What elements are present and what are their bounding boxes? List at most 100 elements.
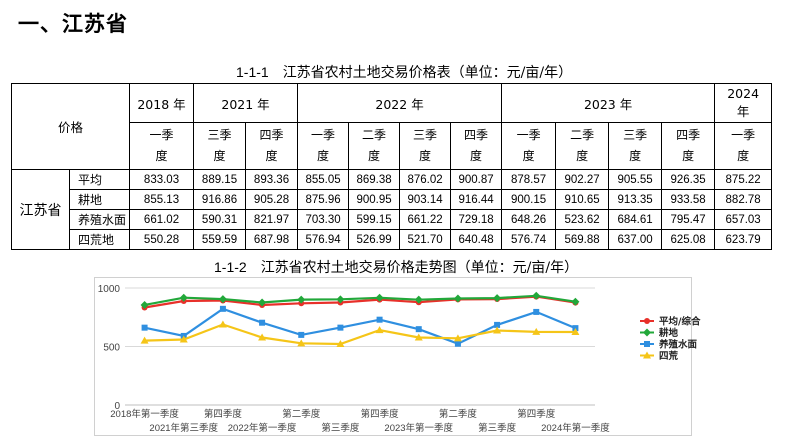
quarter-header: 四季度 bbox=[661, 122, 716, 170]
data-point bbox=[336, 339, 345, 347]
x-tick-label: 2018年第一季度 bbox=[110, 408, 179, 420]
data-point bbox=[453, 294, 462, 303]
series-line-1 bbox=[144, 294, 576, 306]
section-heading: 一、江苏省 bbox=[18, 12, 128, 36]
y-tick-label: 0 bbox=[114, 401, 120, 412]
legend-label: 平均/综合 bbox=[659, 316, 701, 328]
year-header-2018: 2018 年 bbox=[129, 83, 195, 123]
quarter-header: 二季度 bbox=[348, 122, 401, 170]
data-point bbox=[532, 327, 541, 335]
table-cell: 550.28 bbox=[129, 229, 195, 250]
data-point bbox=[533, 308, 540, 315]
x-tick-label: 第三季度 bbox=[321, 422, 360, 434]
x-tick-label: 第三季度 bbox=[478, 422, 517, 434]
y-tick-label: 500 bbox=[103, 343, 120, 354]
table-cell: 623.79 bbox=[714, 229, 773, 250]
price-table: 价格 2018 年 2021 年 2022 年 2023 年 2024 年 一季度… bbox=[10, 83, 773, 250]
x-tick-label: 2024年第一季度 bbox=[541, 422, 610, 434]
quarter-header-row: 一季度 三季度 四季度 一季度 二季度 三季度 四季度 一季度 二季度 三季度 … bbox=[12, 122, 773, 170]
y-tick-label: 1000 bbox=[98, 284, 121, 295]
table-cell: 905.28 bbox=[245, 189, 299, 210]
data-point bbox=[494, 321, 501, 328]
data-point bbox=[140, 300, 149, 309]
table-cell: 526.99 bbox=[348, 229, 401, 250]
table-cell: 625.08 bbox=[661, 229, 716, 250]
x-tick-label: 第四季度 bbox=[517, 408, 556, 420]
table-cell: 933.58 bbox=[661, 189, 716, 210]
legend-label: 四荒 bbox=[659, 350, 679, 362]
data-point bbox=[571, 297, 580, 306]
chart-caption: 1-1-2 江苏省农村土地交易价格走势图（单位：元/亩/年） bbox=[214, 257, 578, 277]
quarter-header: 二季度 bbox=[555, 122, 610, 170]
series-line-2 bbox=[144, 307, 576, 345]
data-point bbox=[140, 336, 149, 344]
data-point bbox=[218, 295, 227, 304]
table-row: 四荒地 550.28 559.59 687.98 576.94 526.99 5… bbox=[12, 229, 773, 250]
data-point bbox=[298, 331, 305, 338]
table-cell: 900.95 bbox=[348, 189, 401, 210]
row-label: 耕地 bbox=[68, 189, 131, 210]
chart-frame bbox=[94, 277, 692, 436]
legend-label: 耕地 bbox=[659, 327, 679, 339]
table-cell: 910.65 bbox=[555, 189, 610, 210]
data-point bbox=[258, 298, 267, 307]
legend-marker bbox=[644, 318, 650, 324]
legend-marker bbox=[644, 341, 650, 347]
x-tick-label: 第四季度 bbox=[204, 408, 243, 420]
table-cell: 889.15 bbox=[193, 169, 247, 190]
data-point bbox=[218, 320, 227, 328]
quarter-header: 一季度 bbox=[297, 122, 350, 170]
table-cell: 821.97 bbox=[245, 209, 299, 230]
data-point bbox=[571, 328, 580, 336]
legend-marker bbox=[643, 328, 651, 337]
table-cell: 569.88 bbox=[555, 229, 610, 250]
year-header-2022: 2022 年 bbox=[297, 83, 503, 123]
x-tick-label: 2023年第一季度 bbox=[384, 422, 453, 434]
data-point bbox=[375, 293, 384, 302]
table-caption-number: 1-1-1 bbox=[236, 64, 269, 80]
table-cell: 926.35 bbox=[661, 169, 716, 190]
x-tick-label: 2021年第三季度 bbox=[149, 422, 218, 434]
table-cell: 640.48 bbox=[450, 229, 503, 250]
table-cell: 902.27 bbox=[555, 169, 610, 190]
x-tick-label: 第二季度 bbox=[282, 408, 321, 420]
data-point bbox=[414, 333, 423, 341]
data-point bbox=[179, 293, 188, 302]
table-corner-label: 价格 bbox=[10, 83, 131, 170]
table-cell: 916.86 bbox=[193, 189, 247, 210]
data-point bbox=[376, 316, 383, 323]
table-row: 养殖水面 661.02 590.31 821.97 703.30 599.15 … bbox=[12, 209, 773, 230]
data-point bbox=[453, 334, 462, 342]
data-point bbox=[297, 339, 306, 347]
row-label: 平均 bbox=[68, 169, 131, 190]
table-caption: 1-1-1 江苏省农村土地交易价格表（单位：元/亩/年） bbox=[236, 62, 572, 82]
table-cell: 687.98 bbox=[245, 229, 299, 250]
chart-caption-number: 1-1-2 bbox=[214, 259, 247, 275]
table-row: 耕地 855.13 916.86 905.28 875.96 900.95 90… bbox=[12, 189, 773, 210]
table-cell: 657.03 bbox=[714, 209, 773, 230]
table-cell: 882.78 bbox=[714, 189, 773, 210]
data-point bbox=[493, 326, 502, 334]
table-cell: 559.59 bbox=[193, 229, 247, 250]
x-tick-label: 第二季度 bbox=[439, 408, 478, 420]
x-tick-label: 2022年第一季度 bbox=[228, 422, 297, 434]
table-row: 江苏省 平均 833.03 889.15 893.36 855.05 869.3… bbox=[11, 169, 773, 250]
data-point bbox=[219, 305, 226, 312]
legend-label: 养殖水面 bbox=[658, 339, 698, 351]
table-cell: 523.62 bbox=[555, 209, 610, 230]
data-point bbox=[414, 295, 423, 304]
year-header-2024: 2024 年 bbox=[714, 83, 773, 123]
table-cell: 893.36 bbox=[245, 169, 299, 190]
region-label: 江苏省 bbox=[11, 169, 70, 250]
data-point bbox=[297, 295, 306, 304]
data-point bbox=[454, 340, 461, 347]
data-point bbox=[375, 326, 384, 334]
year-header-2021: 2021 年 bbox=[193, 83, 299, 123]
series-line-3 bbox=[144, 323, 576, 346]
data-point bbox=[259, 319, 266, 326]
quarter-header: 三季度 bbox=[399, 122, 452, 170]
data-point bbox=[337, 324, 344, 331]
data-point bbox=[141, 324, 148, 331]
row-label: 养殖水面 bbox=[68, 209, 131, 230]
